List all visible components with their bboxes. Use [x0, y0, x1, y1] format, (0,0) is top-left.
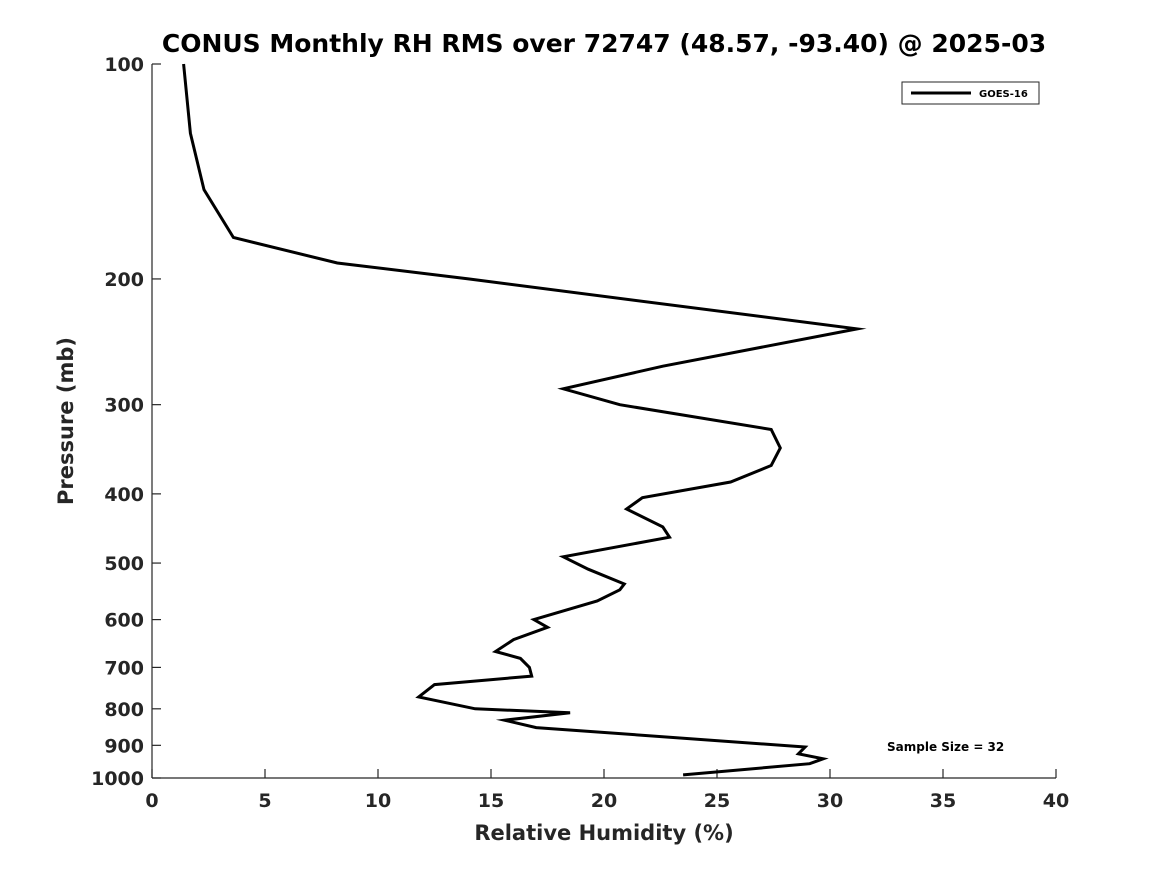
series-line-goes-16	[182, 63, 867, 777]
y-tick-label: 700	[104, 657, 144, 679]
plot-area	[152, 64, 1056, 778]
y-tick-label: 400	[104, 484, 144, 506]
y-tick-label: 300	[104, 395, 144, 417]
x-tick-label: 20	[591, 790, 617, 812]
y-axis-label: Pressure (mb)	[54, 337, 78, 505]
x-tick-label: 30	[817, 790, 843, 812]
series-group	[182, 63, 867, 777]
y-tick-label: 200	[104, 269, 144, 291]
y-tick-label: 600	[104, 610, 144, 632]
chart-title: CONUS Monthly RH RMS over 72747 (48.57, …	[162, 29, 1046, 58]
x-axis-ticks: 0 5 10 15 20 25 30 35 40	[145, 769, 1069, 812]
sample-size-annotation: Sample Size = 32	[887, 740, 1004, 754]
legend-entry-goes-16: GOES-16	[979, 89, 1028, 100]
legend: GOES-16	[901, 81, 1040, 105]
y-tick-label: 500	[104, 553, 144, 575]
x-axis-label: Relative Humidity (%)	[474, 821, 733, 845]
x-tick-label: 10	[365, 790, 391, 812]
y-tick-label: 1000	[91, 768, 144, 790]
x-tick-label: 25	[704, 790, 730, 812]
y-tick-label: 800	[104, 699, 144, 721]
y-axis-ticks: 100 200 300 400 500 600 700 800 900 1000	[91, 54, 161, 790]
x-tick-label: 5	[258, 790, 271, 812]
x-tick-label: 40	[1043, 790, 1069, 812]
y-tick-label: 100	[104, 54, 144, 76]
y-tick-label: 900	[104, 735, 144, 757]
x-tick-label: 15	[478, 790, 504, 812]
x-tick-label: 0	[145, 790, 158, 812]
x-tick-label: 35	[930, 790, 956, 812]
